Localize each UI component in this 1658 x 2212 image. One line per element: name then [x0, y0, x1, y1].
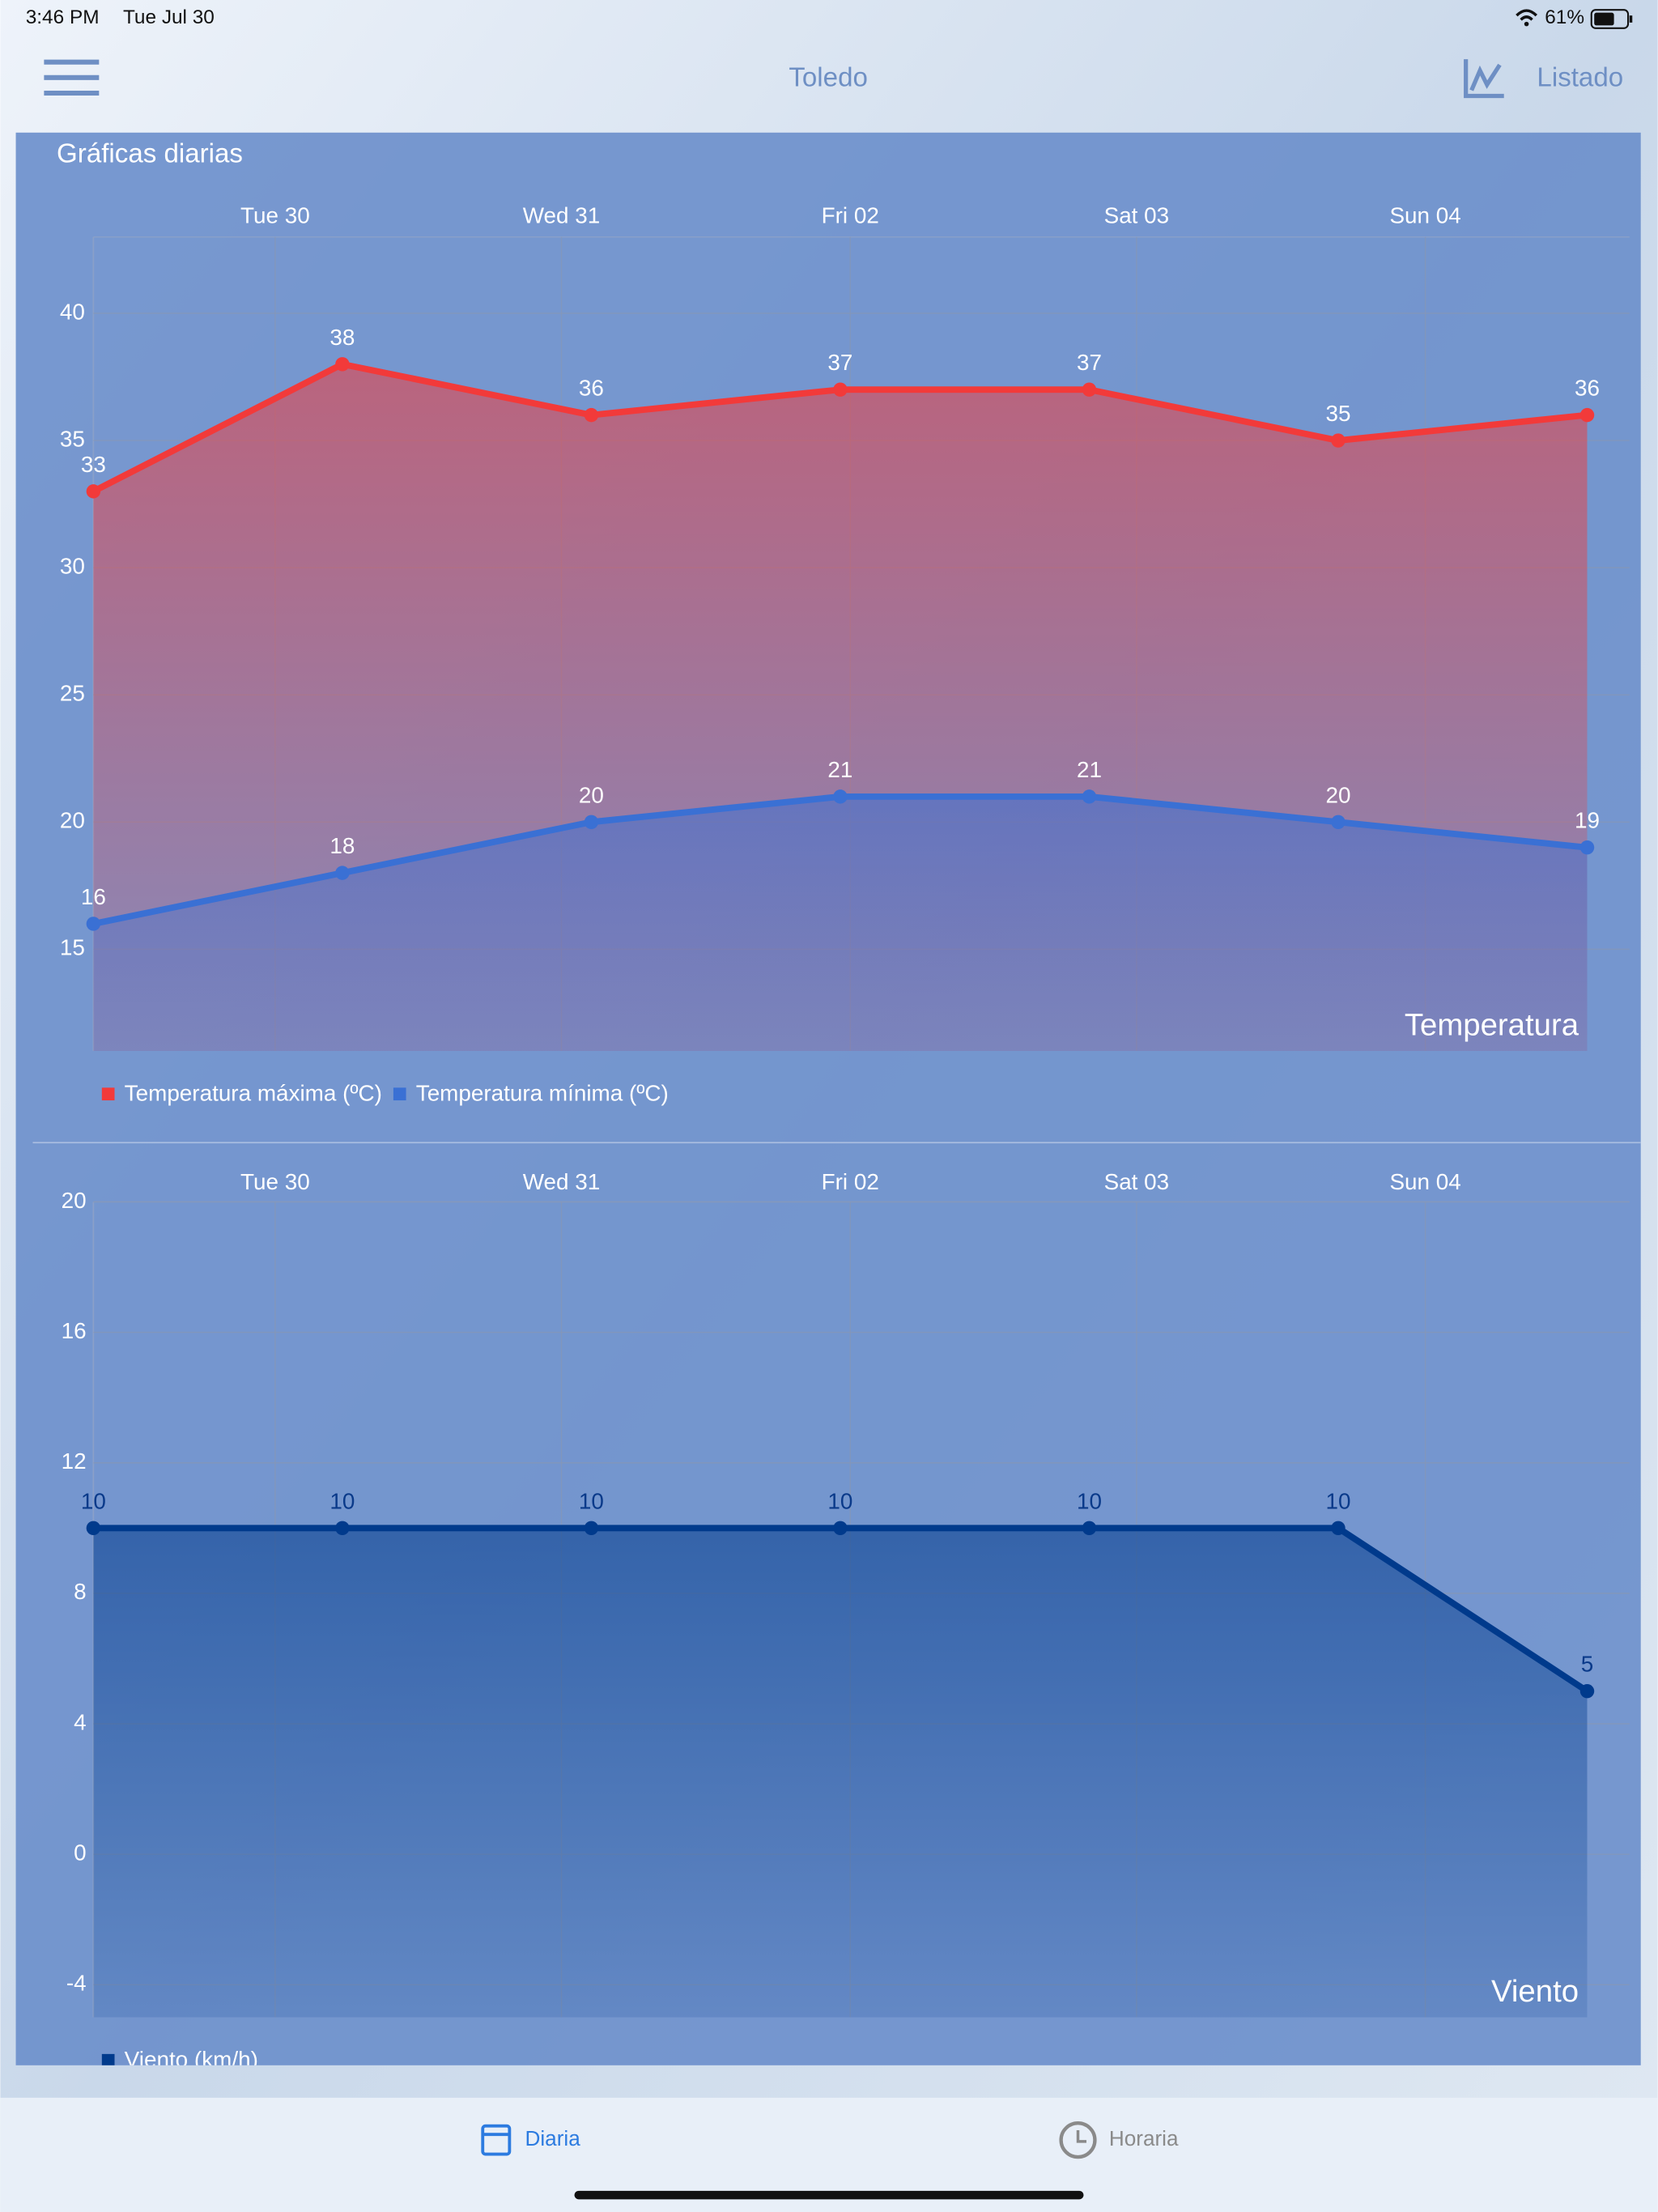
- data-label: 18: [329, 833, 355, 858]
- data-label: 10: [1077, 1488, 1102, 1513]
- point: [1331, 815, 1346, 830]
- area: [93, 1528, 1588, 2018]
- y-tick-label: 0: [74, 1840, 87, 1865]
- status-battery: 61%: [1545, 6, 1584, 28]
- x-tick-label: Sun 04: [1389, 1169, 1460, 1194]
- data-label: 20: [1325, 782, 1350, 807]
- point: [584, 407, 599, 423]
- point: [1579, 407, 1595, 423]
- y-tick-label: 40: [60, 299, 85, 324]
- x-tick-label: Wed 31: [523, 1169, 601, 1194]
- status-time: 3:46 PM: [26, 6, 100, 28]
- point: [335, 866, 350, 880]
- point: [584, 815, 599, 830]
- point: [335, 357, 350, 372]
- legend-label: Temperatura máxima (ºC): [125, 1080, 382, 1105]
- legend-label: Temperatura mínima (ºC): [416, 1080, 669, 1105]
- nav-title: Toledo: [789, 62, 868, 92]
- y-tick-label: 4: [74, 1709, 87, 1734]
- status-date: Tue Jul 30: [123, 6, 215, 28]
- chart-annotation: Temperatura: [1405, 1008, 1579, 1043]
- y-tick-label: 20: [60, 808, 85, 833]
- y-tick-label: -4: [66, 1971, 87, 1996]
- point: [833, 1521, 848, 1536]
- data-label: 36: [1575, 376, 1600, 401]
- tab-label[interactable]: Diaria: [525, 2126, 581, 2150]
- tab-diaria[interactable]: Diaria: [481, 2124, 581, 2156]
- data-label: 10: [1325, 1488, 1350, 1513]
- x-tick-label: Wed 31: [523, 203, 601, 228]
- y-tick-label: 16: [62, 1318, 87, 1343]
- point: [584, 1521, 599, 1536]
- point: [86, 1521, 101, 1536]
- tab-horaria[interactable]: Horaria: [1059, 2121, 1179, 2159]
- data-label: 33: [81, 452, 106, 477]
- legend-label: Viento (km/h): [125, 2047, 258, 2072]
- x-tick-label: Sat 03: [1104, 203, 1170, 228]
- data-label: 21: [827, 757, 852, 782]
- point: [1579, 840, 1595, 855]
- x-tick-label: Sun 04: [1389, 203, 1460, 228]
- x-tick-label: Fri 02: [822, 203, 879, 228]
- data-label: 36: [579, 376, 604, 401]
- chart-annotation: Viento: [1491, 1974, 1579, 2009]
- point: [1082, 1521, 1097, 1536]
- y-tick-label: 8: [74, 1579, 87, 1604]
- point: [833, 789, 848, 804]
- wifi-icon: [1516, 9, 1538, 21]
- data-label: 10: [81, 1488, 106, 1513]
- legend-swatch: [393, 1087, 406, 1101]
- data-label: 10: [329, 1488, 355, 1513]
- point: [1082, 789, 1097, 804]
- x-tick-label: Sat 03: [1104, 1169, 1170, 1194]
- data-label: 20: [579, 782, 604, 807]
- x-tick-label: Tue 30: [240, 203, 310, 228]
- point: [1082, 382, 1097, 397]
- tab-label[interactable]: Horaria: [1109, 2126, 1179, 2150]
- nav-action[interactable]: Listado: [1537, 62, 1623, 92]
- data-label: 19: [1575, 808, 1600, 833]
- wifi-dot: [1524, 21, 1529, 27]
- battery-icon: [1590, 9, 1633, 29]
- point: [833, 382, 848, 397]
- y-tick-label: 12: [62, 1448, 87, 1474]
- menu-button[interactable]: [44, 59, 100, 96]
- home-indicator: [574, 2190, 1084, 2200]
- area: [93, 796, 1588, 1052]
- point: [1579, 1684, 1595, 1699]
- data-label: 38: [329, 325, 355, 350]
- data-label: 37: [827, 350, 852, 375]
- legend-swatch: [101, 1087, 115, 1101]
- point: [86, 484, 101, 499]
- y-tick-label: 20: [62, 1188, 87, 1213]
- data-label: 10: [827, 1488, 852, 1513]
- data-label: 21: [1077, 757, 1102, 782]
- y-tick-label: 15: [60, 935, 85, 960]
- x-tick-label: Tue 30: [240, 1169, 310, 1194]
- data-label: 37: [1077, 350, 1102, 375]
- data-label: 16: [81, 884, 106, 909]
- data-label: 5: [1581, 1652, 1594, 1677]
- point: [335, 1521, 350, 1536]
- point: [86, 917, 101, 931]
- x-tick-label: Fri 02: [822, 1169, 879, 1194]
- data-label: 35: [1325, 401, 1350, 426]
- point: [1331, 433, 1346, 448]
- legend-swatch: [101, 2053, 115, 2065]
- y-tick-label: 35: [60, 426, 85, 451]
- data-label: 10: [579, 1488, 604, 1513]
- y-tick-label: 30: [60, 553, 85, 578]
- listado-button[interactable]: Listado: [1464, 59, 1623, 99]
- y-tick-label: 25: [60, 681, 85, 706]
- panel-title: Gráficas diarias: [57, 138, 243, 168]
- point: [1331, 1521, 1346, 1536]
